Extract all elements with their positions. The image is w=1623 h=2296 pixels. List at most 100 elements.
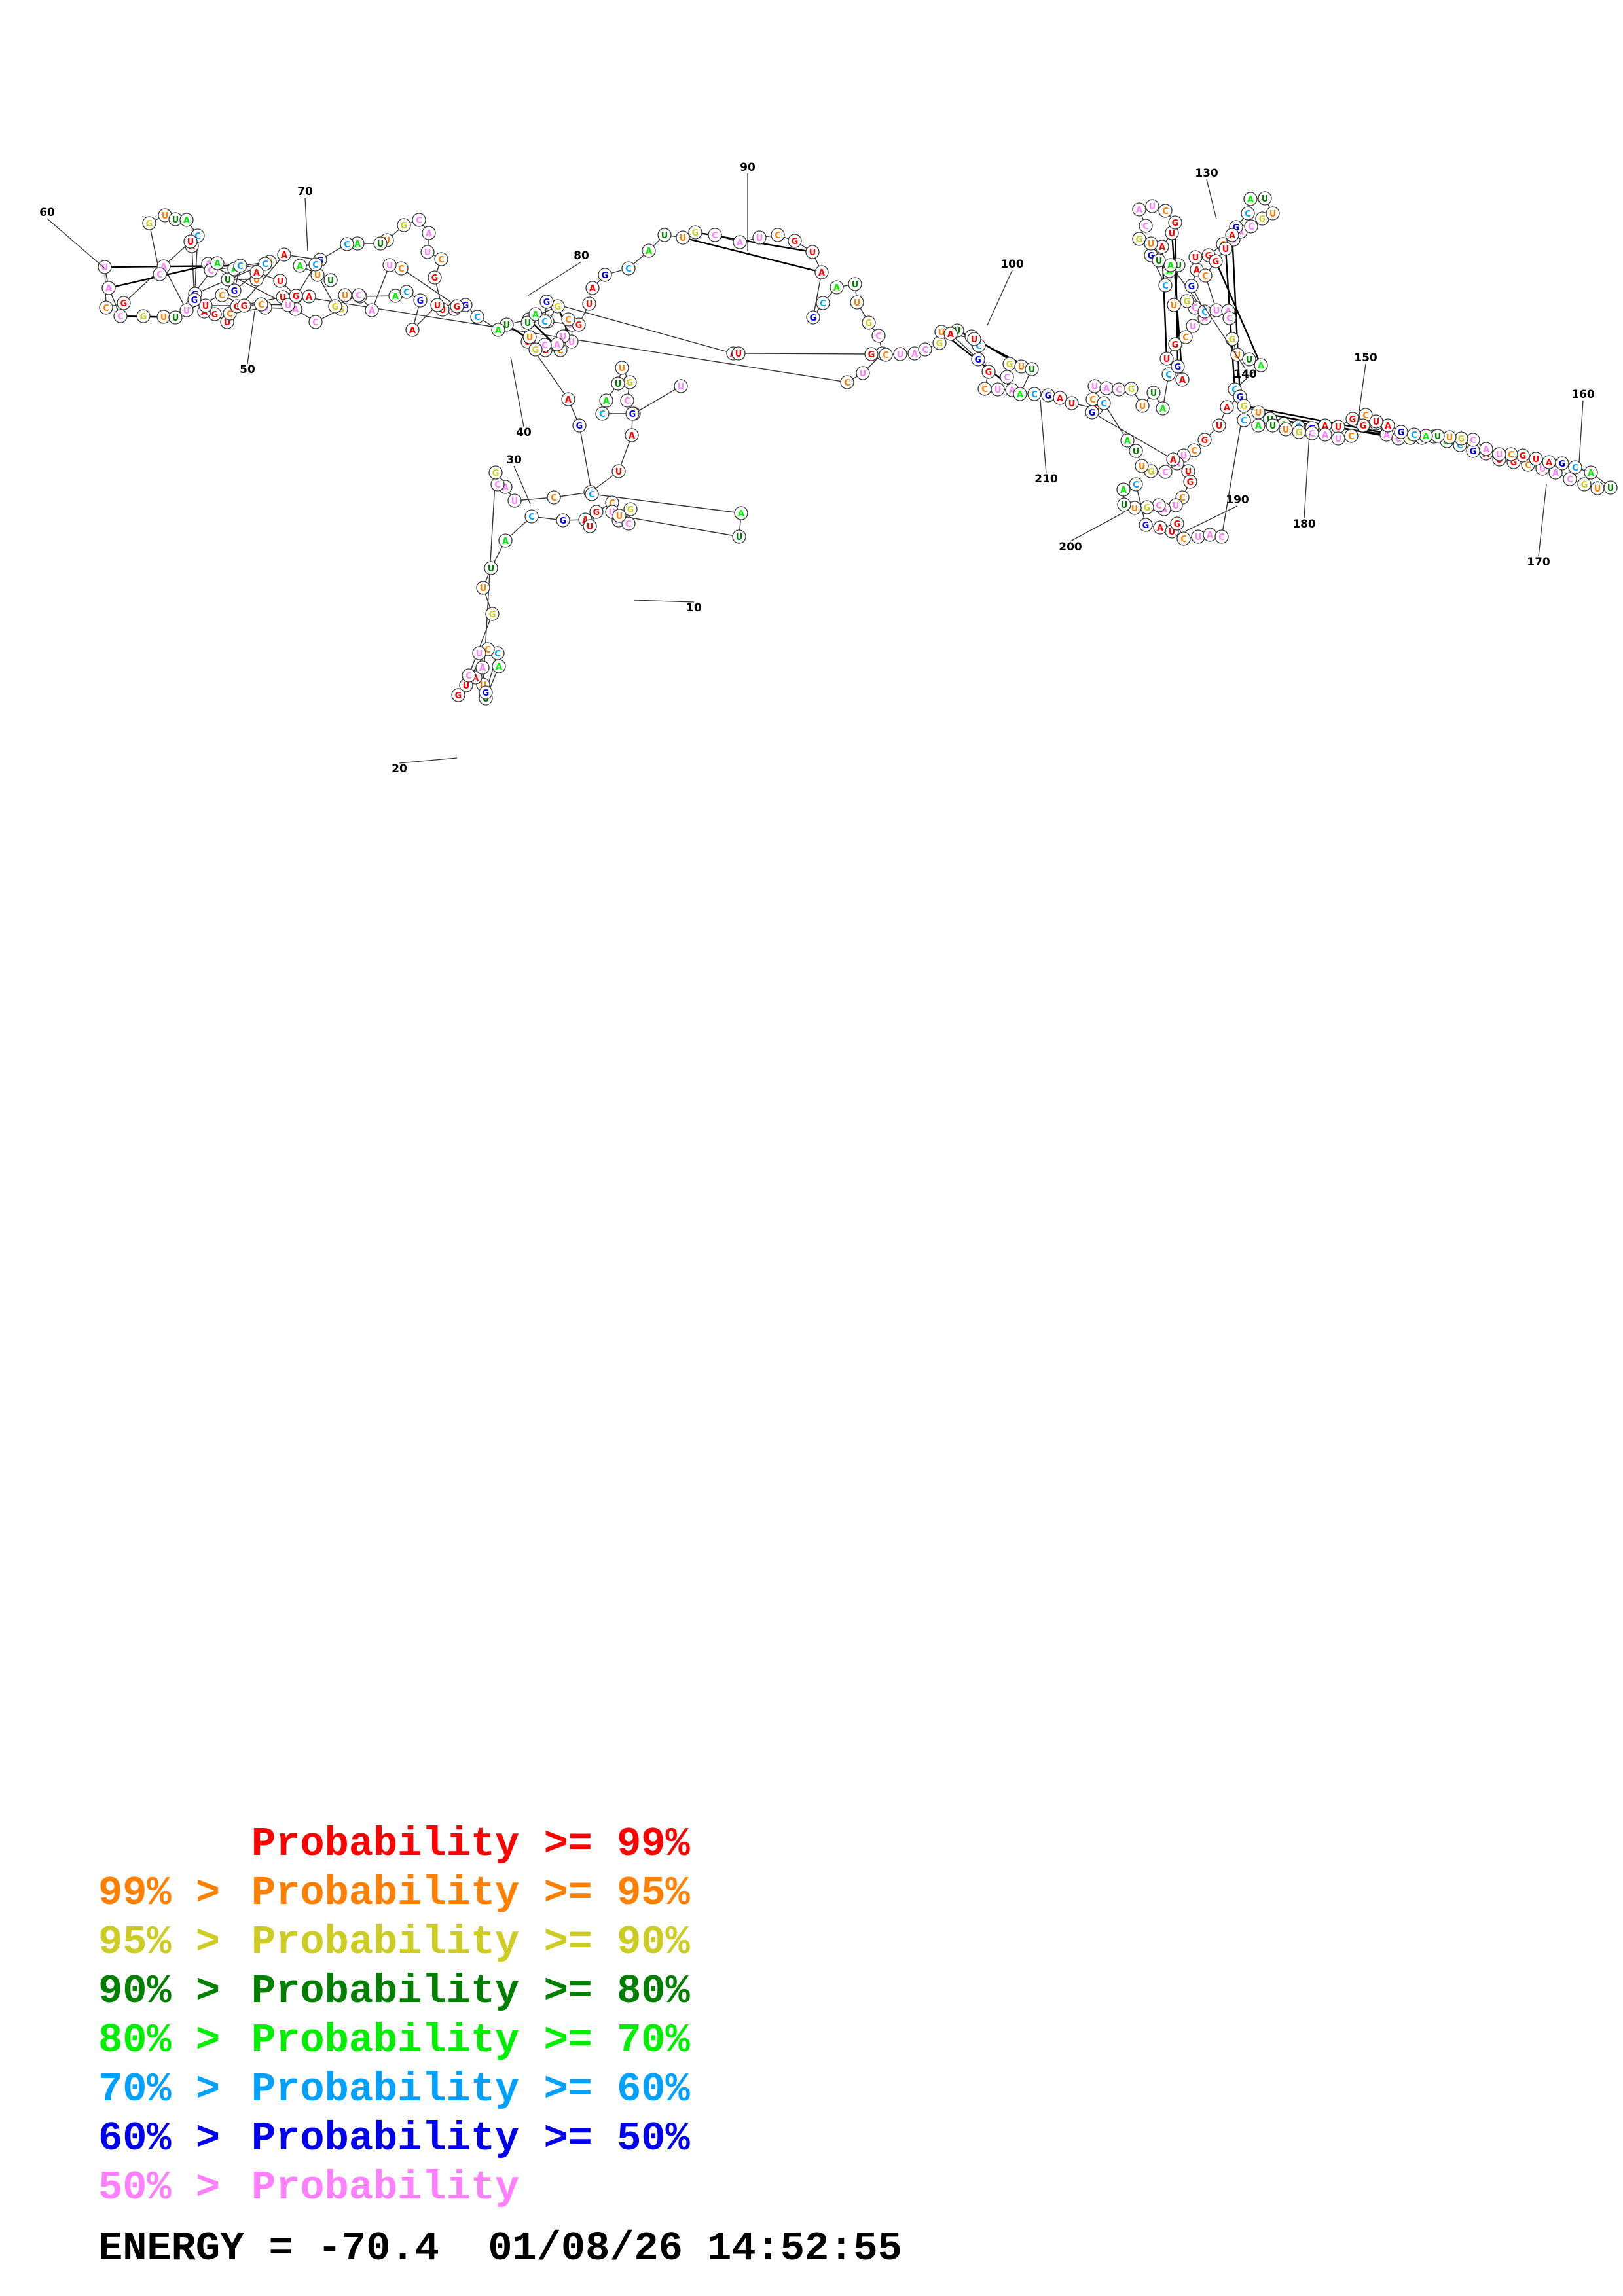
nucleotide-circle — [642, 243, 656, 258]
nucleotide-letter: C — [589, 490, 595, 500]
nucleotide-circle — [621, 261, 636, 276]
nucleotide-letter: A — [818, 268, 825, 278]
nucleotide-letter: U — [609, 508, 616, 518]
nucleotide-circle — [657, 228, 672, 242]
nucleotide-letter: C — [1241, 416, 1247, 426]
nucleotide-letter: U — [280, 293, 287, 303]
nucleotide-circle — [281, 298, 295, 312]
nucleotide-circle — [1369, 414, 1383, 429]
legend-row: 80% > Probability >= 70% — [98, 2016, 690, 2065]
nucleotide-circle — [816, 296, 830, 310]
nucleotide-circle — [498, 533, 513, 548]
nucleotide-letter: A — [1194, 266, 1200, 276]
position-leader-line — [1578, 400, 1584, 463]
nucleotide-letter: U — [1222, 245, 1230, 255]
nucleotide-circle — [507, 493, 522, 508]
nucleotide-letter: A — [392, 292, 399, 302]
nucleotide-letter: U — [994, 386, 1002, 395]
nucleotide-circle — [1171, 359, 1185, 374]
nucleotide-letter: C — [117, 312, 124, 322]
legend-prefix: 70% > — [98, 2066, 245, 2113]
nucleotide-letter: C — [227, 310, 233, 319]
nucleotide-letter: G — [234, 302, 241, 312]
position-label: 40 — [516, 426, 532, 439]
nucleotide-letter: G — [1175, 363, 1182, 372]
legend-row: 99% > Probability >= 95% — [98, 1869, 690, 1918]
nucleotide-circle — [771, 228, 785, 242]
nucleotide-letter: C — [599, 410, 606, 420]
nucleotide-circle — [1279, 422, 1293, 437]
nucleotide-circle — [397, 218, 411, 232]
nucleotide-letter: G — [455, 691, 462, 701]
nucleotide-letter: G — [1174, 520, 1181, 529]
nucleotide-letter: U — [736, 533, 743, 543]
nucleotide-letter: G — [627, 505, 634, 515]
nucleotide-letter: U — [616, 512, 623, 522]
nucleotide-circle — [293, 259, 307, 273]
nucleotide-letter: A — [201, 308, 208, 317]
nucleotide-circle — [1394, 425, 1408, 439]
nucleotide-circle — [1243, 192, 1258, 206]
nucleotide-circle — [615, 361, 629, 375]
nucleotide-letter: A — [1167, 261, 1174, 271]
nucleotide-letter: U — [202, 302, 210, 312]
nucleotide-circle — [215, 288, 229, 302]
nucleotide-circle — [1344, 429, 1359, 443]
nucleotide-letter: A — [214, 259, 221, 269]
nucleotide-letter: U — [1190, 322, 1197, 332]
nucleotide-circle — [1186, 319, 1200, 333]
nucleotide-circle — [991, 382, 1005, 397]
nucleotide-circle — [625, 406, 640, 421]
nucleotide-circle — [249, 265, 264, 279]
nucleotide-letter: A — [554, 340, 560, 350]
nucleotide-letter: U — [503, 321, 511, 331]
nucleotide-letter: U — [1180, 452, 1188, 461]
nucleotide-letter: A — [589, 284, 596, 294]
nucleotide-letter: C — [820, 299, 826, 309]
nucleotide-circle — [373, 236, 388, 251]
nucleotide-letter: C — [1191, 446, 1197, 456]
nucleotide-letter: A — [1120, 486, 1127, 495]
nucleotide-circle — [582, 296, 596, 311]
nucleotide-letter: G — [985, 368, 993, 378]
nucleotide-letter: C — [1089, 395, 1096, 405]
nucleotide-letter: G — [211, 310, 219, 320]
nucleotide-circle — [382, 258, 397, 272]
nucleotide-letter: G — [1142, 521, 1150, 531]
nucleotide-circle — [674, 379, 688, 393]
nucleotide-circle — [676, 230, 690, 245]
nucleotide-letter: C — [844, 378, 850, 388]
nucleotide-circle — [179, 213, 194, 227]
nucleotide-circle — [1025, 362, 1039, 376]
nucleotide-circle — [328, 299, 342, 314]
nucleotide-letter: A — [1207, 531, 1213, 541]
position-leader-line — [247, 310, 255, 365]
nucleotide-letter: A — [1157, 524, 1163, 533]
nucleotide-circle — [308, 257, 323, 272]
nucleotide-circle — [475, 660, 490, 675]
nucleotide-circle — [476, 581, 490, 595]
nucleotide-letter: G — [1128, 385, 1135, 395]
nucleotide-letter: G — [1144, 503, 1151, 513]
nucleotide-circle — [732, 529, 746, 544]
nucleotide-letter: G — [1559, 459, 1566, 469]
nucleotide-letter: C — [981, 385, 988, 395]
nucleotide-letter: U — [463, 681, 470, 691]
nucleotide-letter: A — [1255, 422, 1262, 431]
nucleotide-letter: C — [438, 255, 445, 265]
nucleotide-circle — [210, 256, 225, 270]
nucleotide-letter: A — [1017, 390, 1023, 400]
nucleotide-circle — [338, 288, 352, 302]
nucleotide-letter: G — [489, 610, 496, 620]
nucleotide-circle — [258, 257, 272, 271]
nucleotide-letter: C — [625, 520, 632, 529]
nucleotide-letter: A — [297, 262, 303, 272]
nucleotide-letter: C — [1101, 399, 1107, 409]
nucleotide-letter: U — [1496, 450, 1503, 460]
nucleotide-circle — [840, 375, 854, 389]
nucleotide-circle — [405, 323, 420, 337]
nucleotide-letter: C — [624, 397, 630, 406]
nucleotide-letter: G — [492, 469, 500, 478]
nucleotide-letter: C — [1162, 207, 1169, 217]
nucleotide-letter: A — [306, 293, 312, 302]
